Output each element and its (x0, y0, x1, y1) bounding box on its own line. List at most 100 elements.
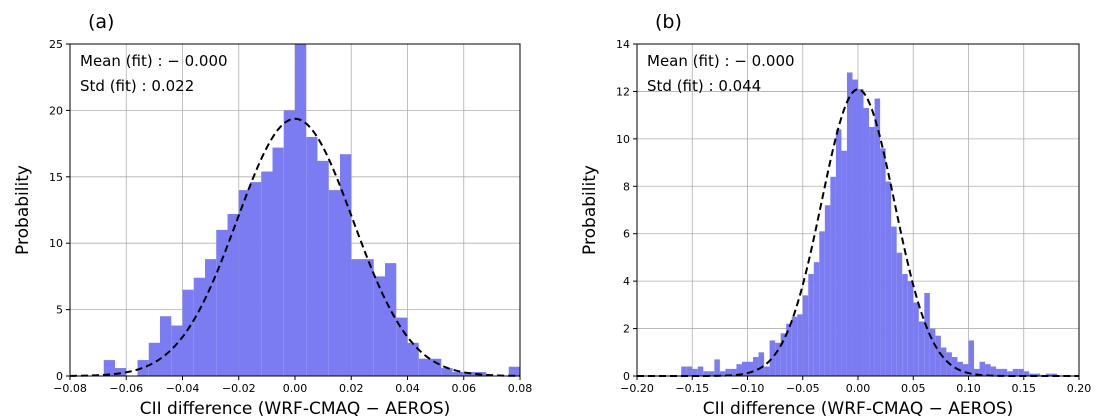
x-tick-label: 0.04 (395, 382, 420, 395)
histogram-bar (808, 274, 814, 376)
histogram-bar (896, 252, 903, 376)
x-tick-label: 0.00 (283, 382, 308, 395)
histogram-bar (957, 361, 963, 376)
histogram-bar (880, 148, 886, 376)
histogram-bar (819, 231, 825, 376)
x-tick-label: −0.20 (620, 382, 654, 395)
histogram-bar (775, 342, 781, 376)
histogram-bar (902, 274, 908, 376)
panel-label: (a) (88, 11, 114, 33)
histogram-bar (430, 358, 442, 376)
histogram-bar (846, 72, 853, 376)
histogram-bar (1045, 373, 1052, 376)
histogram-bar (283, 110, 295, 377)
x-tick-label: −0.05 (786, 382, 820, 395)
histogram-bar (719, 371, 726, 376)
histogram-bar (407, 342, 419, 376)
histogram-bar (216, 229, 228, 376)
histogram-bar (841, 150, 847, 376)
y-tick-label: 12 (616, 85, 630, 98)
histogram-bar (193, 277, 205, 376)
y-tick-label: 0 (56, 370, 63, 383)
histogram-bar (786, 323, 792, 376)
y-tick-label: 15 (49, 171, 63, 184)
histogram-bar (1001, 368, 1008, 376)
histogram-bar (441, 368, 453, 376)
y-tick-label: 10 (49, 237, 63, 250)
histogram-bar (780, 333, 787, 376)
histogram-bar (758, 352, 765, 376)
histogram-bar (703, 371, 709, 376)
histogram-bar (137, 360, 149, 376)
histogram-bar (306, 136, 318, 376)
histogram-bar (730, 368, 737, 376)
y-tick-label: 14 (616, 38, 630, 51)
histogram-bar (160, 316, 172, 376)
histogram-bar (418, 358, 430, 376)
histogram-bar (985, 364, 991, 376)
histogram-bar (753, 357, 759, 376)
y-tick-label: 4 (623, 275, 630, 288)
mean-annotation: Mean (fit) : − 0.000 (647, 52, 795, 70)
std-annotation: Std (fit) : 0.044 (647, 77, 761, 95)
x-tick-label: 0.15 (1012, 382, 1037, 395)
y-tick-label: 8 (623, 180, 630, 193)
y-tick-label: 6 (623, 228, 630, 241)
chart-panel-a: −0.08 −0.06 −0.04 −0.02 0.00 0.02 0.04 0.06 0.08… (13, 11, 532, 419)
panel-label: (b) (655, 11, 682, 33)
histogram-bar (874, 98, 881, 377)
y-tick-label: 0 (623, 370, 630, 383)
histogram-bar (990, 366, 997, 376)
histogram-bar (385, 263, 397, 376)
histogram-bar (891, 226, 897, 376)
histogram-bar (508, 366, 520, 376)
histogram-bar (918, 321, 925, 376)
x-axis-label: CII difference (WRF-CMAQ − AEROS) (703, 399, 1014, 419)
std-annotation: Std (fit) : 0.022 (80, 77, 194, 95)
x-tick-label: −0.15 (675, 382, 709, 395)
y-tick-label: 20 (49, 104, 63, 117)
histogram-bar (238, 190, 250, 376)
histogram-bar (1023, 371, 1030, 376)
x-tick-label: 0.06 (452, 382, 477, 395)
histogram-bar (692, 368, 698, 376)
histogram-bar (913, 302, 919, 376)
y-tick-label: 10 (616, 133, 630, 146)
histogram-bar (907, 281, 914, 376)
histogram-bar (182, 289, 194, 376)
histogram-bar (935, 335, 941, 376)
x-tick-label: −0.06 (109, 382, 143, 395)
histogram-bar (686, 366, 693, 376)
histogram-bar (1051, 373, 1057, 376)
mean-annotation: Mean (fit) : − 0.000 (80, 52, 228, 70)
histogram-bar (736, 364, 742, 376)
histogram-bar (852, 79, 858, 377)
y-tick-label: 25 (49, 38, 63, 51)
histogram-bar (351, 259, 363, 376)
histogram-bar (714, 359, 720, 376)
x-tick-label: 0.08 (508, 382, 533, 395)
histogram-bar (725, 368, 731, 376)
x-tick-label: −0.08 (53, 382, 87, 395)
histogram-bar (340, 154, 352, 376)
histogram-bar (764, 366, 770, 376)
histogram-bar (996, 368, 1002, 376)
histogram-bar (115, 368, 127, 376)
histogram-bar (769, 340, 776, 376)
x-tick-label: 0.02 (339, 382, 364, 395)
histogram-bar (797, 314, 803, 376)
histogram-bar (295, 44, 307, 376)
histogram-bar (373, 276, 385, 376)
histogram-bar (1012, 368, 1019, 376)
histogram-bar (227, 213, 239, 376)
x-tick-label: −0.10 (731, 382, 765, 395)
histogram-bar (979, 361, 986, 376)
histogram-bar (317, 160, 329, 376)
histogram-bar (824, 205, 831, 376)
histogram-bar (103, 360, 115, 376)
x-tick-label: −0.04 (166, 382, 200, 395)
x-tick-label: 0.20 (1067, 382, 1092, 395)
histogram-bar (747, 361, 754, 376)
x-tick-label: 0.10 (956, 382, 981, 395)
